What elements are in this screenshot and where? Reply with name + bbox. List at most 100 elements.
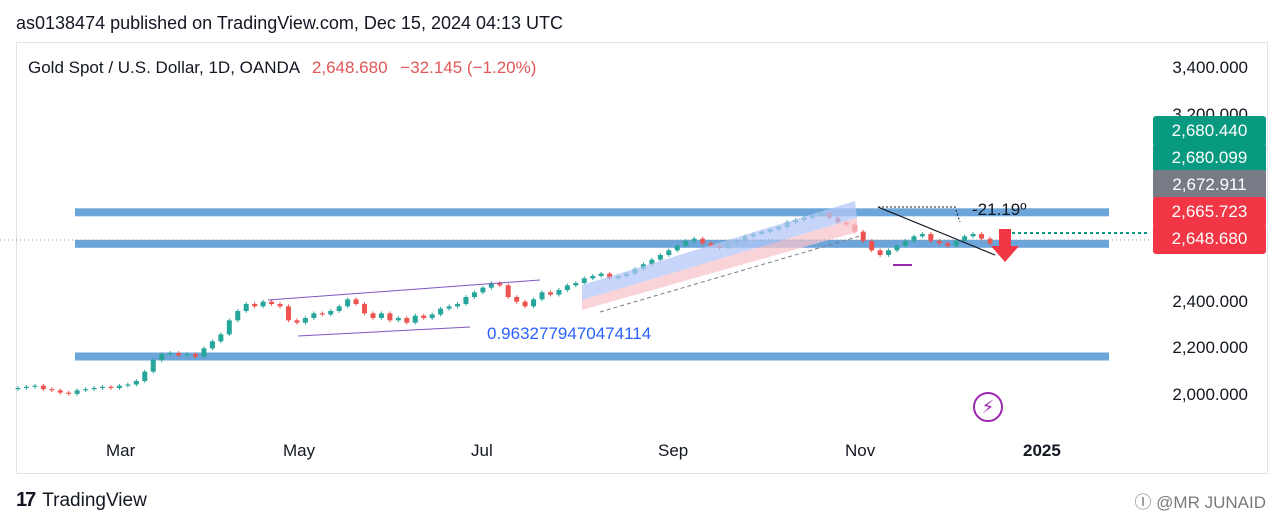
symbol-legend[interactable]: Gold Spot / U.S. Dollar, 1D, OANDA 2,648… <box>28 58 536 78</box>
candle-body <box>505 285 511 297</box>
candle-body <box>488 283 494 288</box>
candle-body <box>404 318 410 323</box>
candle-body <box>15 388 21 390</box>
candle-body <box>919 234 925 237</box>
candle-body <box>49 389 55 391</box>
tradingview-brand[interactable]: 17 TradingView <box>16 489 147 512</box>
candle-body <box>116 385 122 388</box>
candle-body <box>708 243 714 246</box>
candle-body <box>886 250 892 255</box>
candle-body <box>176 353 182 356</box>
price-tick-label: 3,400.000 <box>1172 58 1248 78</box>
candle-body <box>252 304 258 307</box>
candle-body <box>936 241 942 244</box>
price-tick-label: 2,000.000 <box>1172 385 1248 404</box>
candle-body <box>547 292 553 295</box>
brand-label: TradingView <box>42 489 147 511</box>
candle-body <box>987 238 993 244</box>
candle-body <box>108 386 114 388</box>
candle-body <box>32 385 38 387</box>
channel-lower-band <box>582 218 857 310</box>
candle-body <box>150 360 156 372</box>
price-tag: 2,648.680 <box>1153 224 1266 254</box>
candle-body <box>91 388 97 390</box>
channel-upper-band <box>582 201 857 300</box>
candle-body <box>311 313 317 318</box>
candle-body <box>953 241 959 246</box>
candle-body <box>522 301 528 307</box>
candle-body <box>167 353 173 355</box>
candle-body <box>539 292 545 300</box>
candle-body <box>184 354 190 356</box>
price-tag: 2,680.099 <box>1153 143 1266 173</box>
candle-body <box>302 318 308 323</box>
candle-body <box>607 273 613 279</box>
candle-body <box>911 236 917 241</box>
publisher-header: as0138474 published on TradingView.com, … <box>16 13 564 33</box>
last-price: 2,648.680 <box>311 58 388 77</box>
candle-body <box>378 313 384 318</box>
candle-body <box>497 283 503 286</box>
candle-body <box>970 234 976 237</box>
time-tick-label: Jul <box>471 441 493 460</box>
candle-body <box>902 241 908 246</box>
candle-body <box>243 304 249 311</box>
candle-body <box>514 297 520 302</box>
tradingview-logo-icon: 17 <box>16 489 36 511</box>
candle-body <box>125 384 131 386</box>
down-arrow-icon <box>991 229 1019 262</box>
symbol-name: Gold Spot / U.S. Dollar, 1D, OANDA <box>28 58 300 77</box>
candle-body <box>573 283 579 286</box>
candle-body <box>463 297 469 304</box>
price-tick-label: 2,400.000 <box>1172 291 1248 311</box>
candle-body <box>277 304 283 307</box>
candle-body <box>74 390 80 394</box>
candle-body <box>226 320 232 335</box>
candle-body <box>564 285 570 290</box>
candle-body <box>285 306 291 321</box>
candle-body <box>928 234 934 241</box>
candle-body <box>201 348 207 357</box>
candle-body <box>531 299 537 307</box>
angle-marker <box>878 206 961 223</box>
candle-body <box>581 278 587 283</box>
candle-body <box>962 236 968 241</box>
candle-body <box>353 299 359 304</box>
candle-body <box>471 292 477 297</box>
price-tag: 2,672.911 <box>1153 170 1266 200</box>
price-tag: 2,680.440 <box>1153 116 1266 146</box>
time-tick-label: Mar <box>106 441 136 460</box>
candle-body <box>395 318 401 321</box>
candle-body <box>209 341 215 349</box>
level-band-0 <box>75 208 1109 217</box>
candle-body <box>412 315 418 323</box>
range-top-line <box>267 279 541 301</box>
candle-body <box>100 386 106 388</box>
candle-body <box>877 250 883 255</box>
candle-body <box>235 311 241 321</box>
candle-body <box>83 389 89 391</box>
candle-body <box>691 238 697 241</box>
candle-body <box>345 299 351 307</box>
candle-body <box>387 313 393 321</box>
candle-body <box>480 287 486 293</box>
time-tick-label: May <box>283 441 316 460</box>
candle-body <box>657 255 663 260</box>
candle-body <box>269 301 275 304</box>
candle-body <box>674 245 680 251</box>
time-tick-label: Nov <box>845 441 876 460</box>
candle-body <box>590 276 596 279</box>
level-band-1 <box>75 239 1109 248</box>
candle-body <box>455 304 461 307</box>
candle-body <box>362 304 368 314</box>
candle-body <box>142 371 148 381</box>
lightning-bolt-icon[interactable]: ⚡ <box>973 392 1003 422</box>
candle-body <box>66 392 72 394</box>
candle-body <box>370 313 376 318</box>
candle-body <box>260 301 266 307</box>
price-change: −32.145 (−1.20%) <box>400 58 537 77</box>
candle-body <box>446 306 452 309</box>
candle-body <box>683 241 689 246</box>
candle-body <box>666 250 672 255</box>
